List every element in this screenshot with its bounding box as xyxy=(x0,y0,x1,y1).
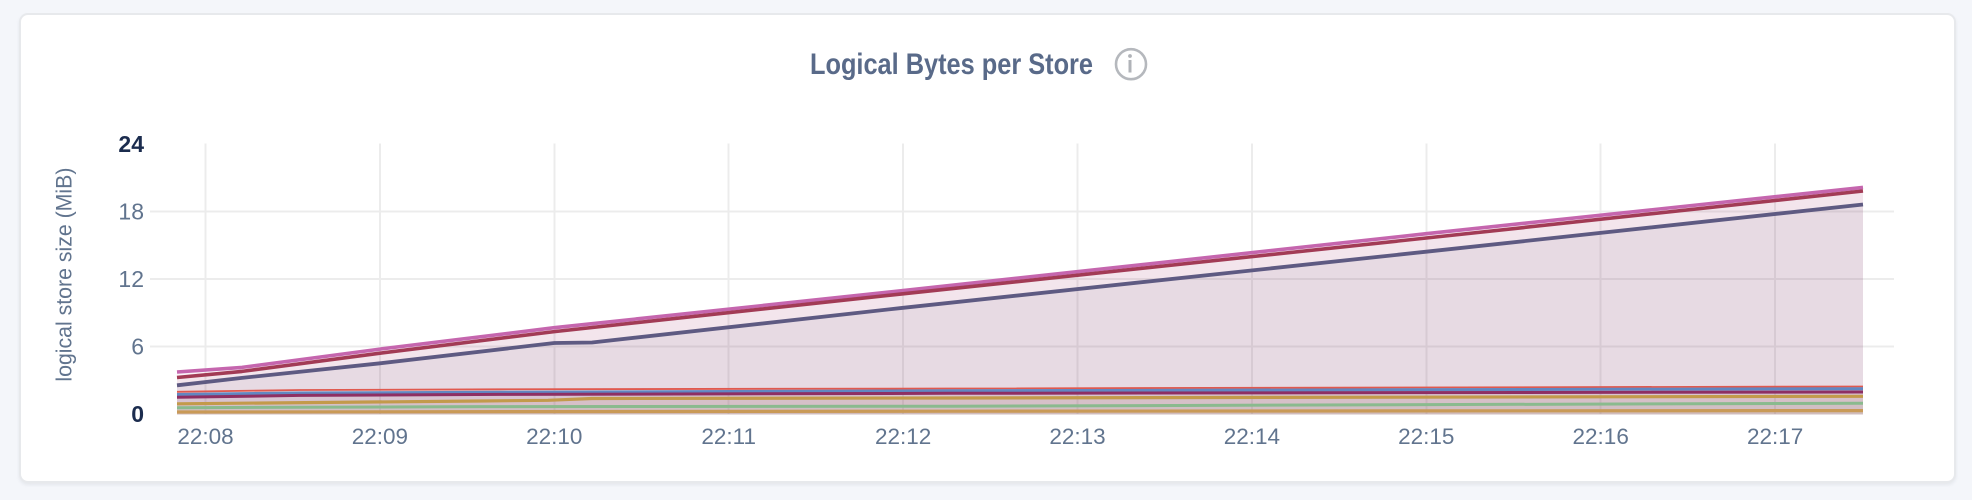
svg-text:22:10: 22:10 xyxy=(526,424,582,449)
svg-text:12: 12 xyxy=(118,266,144,292)
svg-text:24: 24 xyxy=(118,131,144,157)
svg-text:22:15: 22:15 xyxy=(1398,424,1454,449)
svg-text:18: 18 xyxy=(118,199,144,225)
svg-text:Logical Bytes per Store: Logical Bytes per Store xyxy=(810,48,1093,81)
svg-text:22:09: 22:09 xyxy=(352,424,408,449)
svg-text:22:17: 22:17 xyxy=(1747,424,1803,449)
svg-text:22:16: 22:16 xyxy=(1573,424,1629,449)
svg-text:logical store size (MiB): logical store size (MiB) xyxy=(52,168,77,382)
svg-text:22:11: 22:11 xyxy=(701,424,756,449)
svg-text:22:08: 22:08 xyxy=(177,424,233,449)
svg-text:22:13: 22:13 xyxy=(1049,424,1105,449)
svg-text:22:14: 22:14 xyxy=(1224,424,1280,449)
svg-text:22:12: 22:12 xyxy=(875,424,931,449)
svg-text:0: 0 xyxy=(131,401,144,427)
svg-text:6: 6 xyxy=(131,334,144,360)
